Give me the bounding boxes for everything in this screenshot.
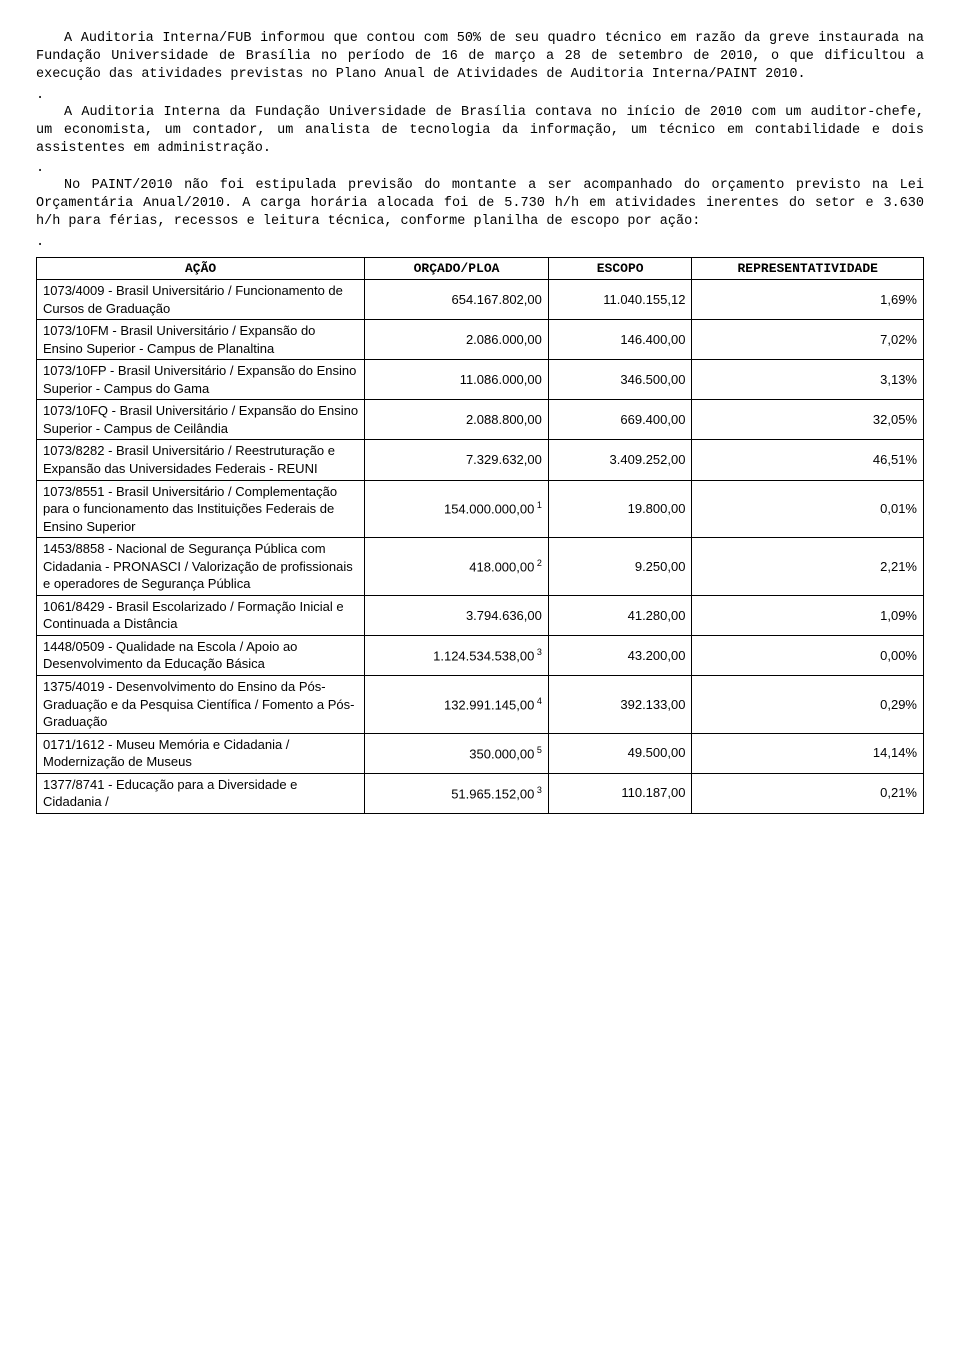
cell-acao: 1073/10FQ - Brasil Universitário / Expan… (37, 400, 365, 440)
table-row: 1061/8429 - Brasil Escolarizado / Formaç… (37, 595, 924, 635)
col-header-escopo: ESCOPO (548, 257, 692, 280)
table-row: 0171/1612 - Museu Memória e Cidadania / … (37, 733, 924, 773)
col-header-acao: AÇÃO (37, 257, 365, 280)
cell-representatividade: 1,09% (692, 595, 924, 635)
cell-escopo: 41.280,00 (548, 595, 692, 635)
cell-representatividade: 14,14% (692, 733, 924, 773)
table-row: 1377/8741 - Educação para a Diversidade … (37, 773, 924, 813)
cell-acao: 1377/8741 - Educação para a Diversidade … (37, 773, 365, 813)
col-header-orcado: ORÇADO/PLOA (365, 257, 549, 280)
table-row: 1073/8551 - Brasil Universitário / Compl… (37, 480, 924, 538)
cell-escopo: 11.040.155,12 (548, 280, 692, 320)
separator-dot: . (36, 162, 924, 177)
cell-acao: 1073/10FP - Brasil Universitário / Expan… (37, 360, 365, 400)
cell-orcado: 418.000,00 2 (365, 538, 549, 596)
cell-orcado: 51.965.152,00 3 (365, 773, 549, 813)
cell-representatividade: 3,13% (692, 360, 924, 400)
cell-representatividade: 0,29% (692, 675, 924, 733)
table-row: 1375/4019 - Desenvolvimento do Ensino da… (37, 675, 924, 733)
cell-escopo: 43.200,00 (548, 635, 692, 675)
table-row: 1073/8282 - Brasil Universitário / Reest… (37, 440, 924, 480)
cell-acao: 1073/10FM - Brasil Universitário / Expan… (37, 320, 365, 360)
table-row: 1453/8858 - Nacional de Segurança Públic… (37, 538, 924, 596)
separator-dot: . (36, 236, 924, 251)
cell-escopo: 392.133,00 (548, 675, 692, 733)
cell-representatividade: 0,01% (692, 480, 924, 538)
cell-acao: 1073/8282 - Brasil Universitário / Reest… (37, 440, 365, 480)
cell-orcado: 7.329.632,00 (365, 440, 549, 480)
table-row: 1073/10FQ - Brasil Universitário / Expan… (37, 400, 924, 440)
cell-acao: 1448/0509 - Qualidade na Escola / Apoio … (37, 635, 365, 675)
cell-acao: 1073/4009 - Brasil Universitário / Funci… (37, 280, 365, 320)
cell-representatividade: 2,21% (692, 538, 924, 596)
cell-orcado: 11.086.000,00 (365, 360, 549, 400)
cell-acao: 1375/4019 - Desenvolvimento do Ensino da… (37, 675, 365, 733)
cell-escopo: 146.400,00 (548, 320, 692, 360)
table-row: 1073/10FP - Brasil Universitário / Expan… (37, 360, 924, 400)
cell-representatividade: 1,69% (692, 280, 924, 320)
escopo-table: AÇÃO ORÇADO/PLOA ESCOPO REPRESENTATIVIDA… (36, 257, 924, 814)
cell-orcado: 154.000.000,00 1 (365, 480, 549, 538)
table-row: 1073/10FM - Brasil Universitário / Expan… (37, 320, 924, 360)
cell-orcado: 654.167.802,00 (365, 280, 549, 320)
cell-acao: 1453/8858 - Nacional de Segurança Públic… (37, 538, 365, 596)
cell-orcado: 2.088.800,00 (365, 400, 549, 440)
cell-escopo: 19.800,00 (548, 480, 692, 538)
col-header-representatividade: REPRESENTATIVIDADE (692, 257, 924, 280)
table-row: 1073/4009 - Brasil Universitário / Funci… (37, 280, 924, 320)
cell-representatividade: 0,00% (692, 635, 924, 675)
cell-orcado: 1.124.534.538,00 3 (365, 635, 549, 675)
cell-orcado: 132.991.145,00 4 (365, 675, 549, 733)
cell-representatividade: 46,51% (692, 440, 924, 480)
separator-dot: . (36, 89, 924, 104)
cell-orcado: 350.000,00 5 (365, 733, 549, 773)
cell-acao: 1061/8429 - Brasil Escolarizado / Formaç… (37, 595, 365, 635)
paragraph-2: A Auditoria Interna da Fundação Universi… (36, 104, 924, 159)
cell-acao: 0171/1612 - Museu Memória e Cidadania / … (37, 733, 365, 773)
cell-escopo: 3.409.252,00 (548, 440, 692, 480)
cell-representatividade: 7,02% (692, 320, 924, 360)
table-row: 1448/0509 - Qualidade na Escola / Apoio … (37, 635, 924, 675)
cell-orcado: 3.794.636,00 (365, 595, 549, 635)
table-header-row: AÇÃO ORÇADO/PLOA ESCOPO REPRESENTATIVIDA… (37, 257, 924, 280)
paragraph-3: No PAINT/2010 não foi estipulada previsã… (36, 177, 924, 232)
paragraph-1: A Auditoria Interna/FUB informou que con… (36, 30, 924, 85)
cell-representatividade: 0,21% (692, 773, 924, 813)
cell-escopo: 110.187,00 (548, 773, 692, 813)
cell-representatividade: 32,05% (692, 400, 924, 440)
cell-acao: 1073/8551 - Brasil Universitário / Compl… (37, 480, 365, 538)
cell-escopo: 49.500,00 (548, 733, 692, 773)
cell-escopo: 346.500,00 (548, 360, 692, 400)
cell-escopo: 669.400,00 (548, 400, 692, 440)
cell-orcado: 2.086.000,00 (365, 320, 549, 360)
cell-escopo: 9.250,00 (548, 538, 692, 596)
